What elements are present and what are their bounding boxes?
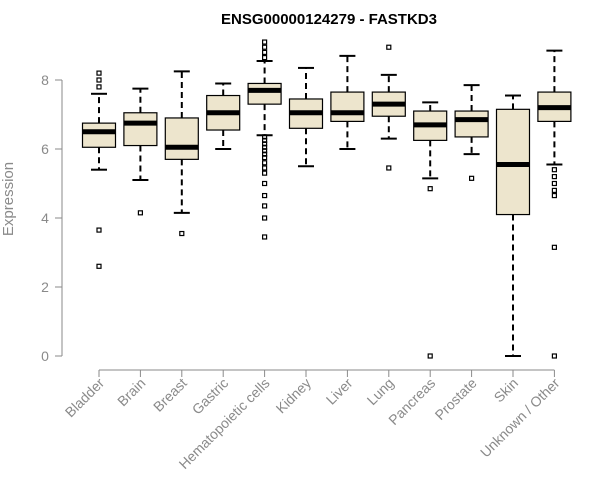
iqr-box	[123, 112, 158, 147]
outlier-point	[551, 187, 558, 193]
outlier-point	[262, 54, 268, 61]
box-prostate	[454, 84, 489, 181]
x-tick-label: Lung	[364, 375, 397, 408]
outlier-point	[262, 234, 268, 240]
outlier-point	[96, 84, 102, 90]
box-unknown-other	[537, 49, 572, 359]
outlier-point	[262, 160, 268, 166]
outlier-point	[262, 170, 268, 176]
chart-title: ENSG00000124279 - FASTKD3	[221, 11, 437, 28]
outlier-point	[262, 215, 268, 221]
outlier-point	[137, 210, 143, 216]
outlier-point	[427, 186, 433, 192]
outlier-point	[96, 77, 102, 83]
iqr-box	[247, 82, 282, 105]
x-tick-label: Brain	[114, 375, 148, 409]
outlier-point	[551, 244, 558, 250]
outlier-point	[262, 39, 268, 45]
outlier-point	[262, 192, 268, 199]
box-pancreas	[413, 101, 448, 359]
x-tick-label: Skin	[491, 375, 522, 406]
x-tick-label: Unknown / Other	[477, 375, 563, 461]
iqr-box	[81, 122, 117, 148]
x-tick-label: Breast	[150, 375, 190, 415]
y-tick-label: 8	[41, 72, 49, 88]
outlier-point	[551, 192, 558, 199]
outlier-point	[96, 227, 102, 233]
box-breast	[164, 70, 199, 237]
outlier-point	[551, 353, 558, 359]
outlier-point	[96, 263, 102, 269]
box-liver	[330, 54, 365, 150]
outlier-point	[386, 44, 392, 50]
outlier-point	[551, 167, 558, 173]
x-tick-label: Liver	[323, 375, 356, 408]
y-tick-label: 4	[41, 210, 49, 226]
outlier-point	[262, 180, 268, 187]
outlier-point	[262, 203, 268, 209]
outlier-point	[386, 165, 392, 171]
box-series	[81, 39, 572, 359]
y-tick-label: 6	[41, 141, 49, 157]
outlier-point	[551, 180, 558, 187]
outlier-point	[469, 175, 475, 181]
outlier-point	[551, 174, 558, 180]
iqr-box	[164, 117, 199, 160]
box-gastric	[206, 82, 241, 150]
outlier-point	[262, 49, 268, 56]
y-axis-title: Expression	[0, 162, 17, 236]
y-tick-label: 0	[41, 348, 49, 364]
x-tick-label: Prostate	[432, 375, 480, 423]
box-lung	[371, 44, 406, 171]
y-tick-label: 2	[41, 279, 49, 295]
iqr-box	[495, 108, 531, 216]
box-kidney	[288, 66, 324, 168]
x-tick-label: Kidney	[273, 375, 315, 417]
x-tick-label: Bladder	[62, 375, 108, 421]
iqr-box	[330, 91, 365, 122]
y-axis: 0 2 4 6 8	[41, 72, 63, 364]
outlier-point	[262, 44, 268, 50]
outlier-point	[262, 155, 268, 161]
iqr-box	[454, 110, 489, 138]
outlier-point	[96, 70, 102, 76]
box-hematopoietic-cells	[247, 39, 282, 240]
outlier-point	[427, 353, 433, 359]
outlier-point	[262, 165, 268, 171]
box-bladder	[81, 70, 117, 269]
box-brain	[123, 87, 158, 216]
outlier-point	[179, 230, 185, 237]
box-skin	[495, 94, 531, 357]
